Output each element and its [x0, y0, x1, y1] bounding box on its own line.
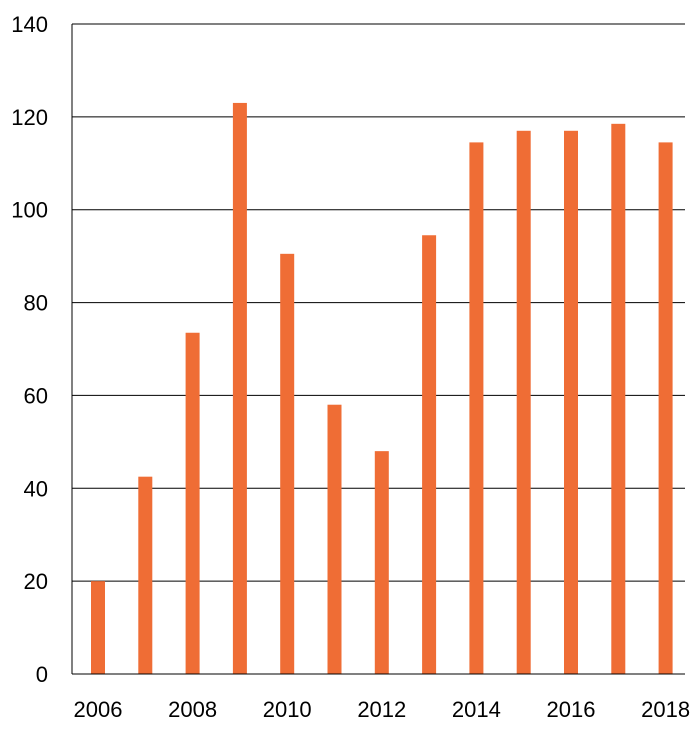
bar-2014	[469, 142, 484, 675]
axes	[71, 24, 685, 675]
x-tick-label: 2010	[263, 697, 312, 722]
x-tick-label: 2018	[641, 697, 690, 722]
bars	[91, 102, 673, 675]
x-tick-label: 2014	[452, 697, 501, 722]
bar-2011	[327, 404, 342, 674]
bar-2016	[564, 130, 578, 675]
y-tick-label: 100	[11, 198, 48, 223]
x-tick-labels: 2006 2008 2010 2012 2014 2016 2018	[74, 697, 691, 722]
bar-2010	[280, 253, 295, 675]
bar-2008	[185, 332, 200, 674]
y-tick-label: 120	[11, 105, 48, 130]
bar-2012	[374, 451, 389, 674]
y-tick-label: 0	[36, 662, 48, 687]
bar-2006	[91, 581, 105, 674]
bar-2018	[658, 142, 673, 675]
x-tick-label: 2016	[547, 697, 596, 722]
x-tick-label: 2012	[357, 697, 406, 722]
x-tick-label: 2006	[74, 697, 123, 722]
bar-2013	[422, 235, 437, 674]
y-tick-label: 60	[24, 383, 48, 408]
y-tick-labels: 0 20 40 60 80 100 120 140	[11, 12, 48, 687]
bar-2009	[232, 102, 247, 674]
bar-2007	[138, 476, 153, 674]
bar-2017	[611, 123, 626, 675]
y-tick-label: 140	[11, 12, 48, 37]
x-tick-label: 2008	[168, 697, 217, 722]
gridlines	[72, 23, 685, 582]
y-tick-label: 20	[24, 569, 48, 594]
bar-2015	[516, 130, 531, 675]
y-tick-label: 40	[24, 476, 48, 501]
y-tick-label: 80	[24, 291, 48, 316]
